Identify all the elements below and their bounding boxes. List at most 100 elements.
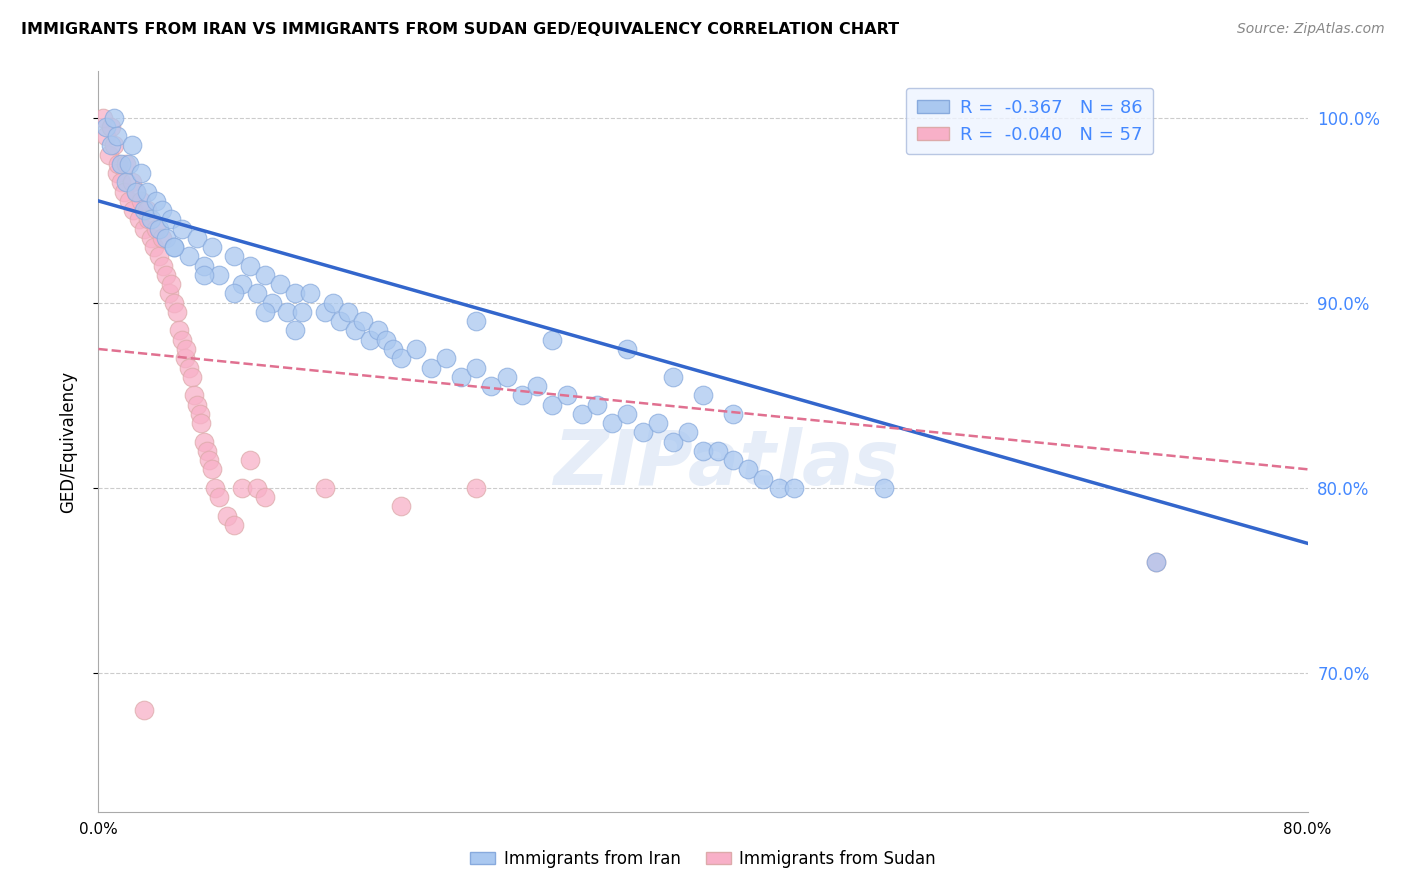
Point xyxy=(103,138,125,153)
Point xyxy=(647,416,669,430)
Point xyxy=(389,351,412,366)
Point xyxy=(602,416,624,430)
Point xyxy=(510,388,533,402)
Point xyxy=(329,314,352,328)
Point xyxy=(204,481,226,495)
Point xyxy=(299,286,322,301)
Point xyxy=(336,305,359,319)
Point xyxy=(231,277,253,292)
Point xyxy=(150,203,173,218)
Point xyxy=(132,703,155,717)
Point xyxy=(110,175,132,190)
Point xyxy=(224,517,246,532)
Point xyxy=(208,490,231,504)
Point xyxy=(322,295,344,310)
Point xyxy=(160,212,183,227)
Point xyxy=(224,249,246,263)
Point xyxy=(150,231,173,245)
Point xyxy=(367,323,389,337)
Point xyxy=(148,249,170,263)
Point xyxy=(94,120,117,134)
Point xyxy=(121,175,143,190)
Point xyxy=(314,481,336,495)
Point xyxy=(159,286,181,301)
Point xyxy=(170,333,193,347)
Point xyxy=(201,240,224,254)
Point xyxy=(174,342,197,356)
Point xyxy=(1144,555,1167,569)
Point xyxy=(129,166,152,180)
Point xyxy=(181,369,204,384)
Point xyxy=(382,342,405,356)
Point xyxy=(215,508,238,523)
Point xyxy=(661,434,683,449)
Point xyxy=(128,212,150,227)
Point xyxy=(873,481,896,495)
Point xyxy=(91,111,114,125)
Point xyxy=(360,333,382,347)
Point xyxy=(723,453,745,467)
Point xyxy=(253,268,276,282)
Point xyxy=(197,453,219,467)
Point xyxy=(540,333,562,347)
Point xyxy=(291,305,314,319)
Point xyxy=(100,120,122,134)
Point xyxy=(121,138,143,153)
Point xyxy=(105,166,128,180)
Point xyxy=(118,194,141,208)
Point xyxy=(246,286,269,301)
Point xyxy=(173,351,195,366)
Point xyxy=(114,175,136,190)
Point xyxy=(262,295,284,310)
Point xyxy=(155,231,177,245)
Point xyxy=(555,388,578,402)
Point xyxy=(141,231,163,245)
Point xyxy=(661,369,683,384)
Point xyxy=(540,397,562,411)
Point xyxy=(314,305,336,319)
Point xyxy=(112,185,135,199)
Point xyxy=(276,305,298,319)
Point xyxy=(465,481,488,495)
Point xyxy=(152,259,174,273)
Point xyxy=(737,462,759,476)
Point xyxy=(374,333,396,347)
Point xyxy=(239,259,262,273)
Point xyxy=(495,369,517,384)
Point xyxy=(783,481,806,495)
Point xyxy=(631,425,654,440)
Point xyxy=(692,388,714,402)
Point xyxy=(526,379,548,393)
Point xyxy=(571,407,593,421)
Legend: R =  -0.367   N = 86, R =  -0.040   N = 57: R = -0.367 N = 86, R = -0.040 N = 57 xyxy=(905,87,1153,154)
Point xyxy=(170,221,193,235)
Point xyxy=(190,416,212,430)
Point xyxy=(389,500,412,514)
Point xyxy=(125,185,148,199)
Point xyxy=(132,203,155,218)
Point xyxy=(179,249,201,263)
Point xyxy=(155,268,177,282)
Point xyxy=(405,342,427,356)
Point xyxy=(166,305,188,319)
Y-axis label: GED/Equivalency: GED/Equivalency xyxy=(59,370,77,513)
Point xyxy=(163,240,186,254)
Point xyxy=(193,268,215,282)
Point xyxy=(284,286,307,301)
Point xyxy=(195,443,218,458)
Point xyxy=(1144,555,1167,569)
Legend: Immigrants from Iran, Immigrants from Sudan: Immigrants from Iran, Immigrants from Su… xyxy=(464,844,942,875)
Point xyxy=(107,157,129,171)
Point xyxy=(186,231,208,245)
Point xyxy=(94,129,117,144)
Point xyxy=(160,277,183,292)
Text: Source: ZipAtlas.com: Source: ZipAtlas.com xyxy=(1237,22,1385,37)
Point xyxy=(231,481,253,495)
Point xyxy=(135,203,157,218)
Point xyxy=(98,147,121,161)
Point xyxy=(114,157,136,171)
Point xyxy=(188,407,211,421)
Point xyxy=(676,425,699,440)
Point xyxy=(253,305,276,319)
Point xyxy=(183,388,205,402)
